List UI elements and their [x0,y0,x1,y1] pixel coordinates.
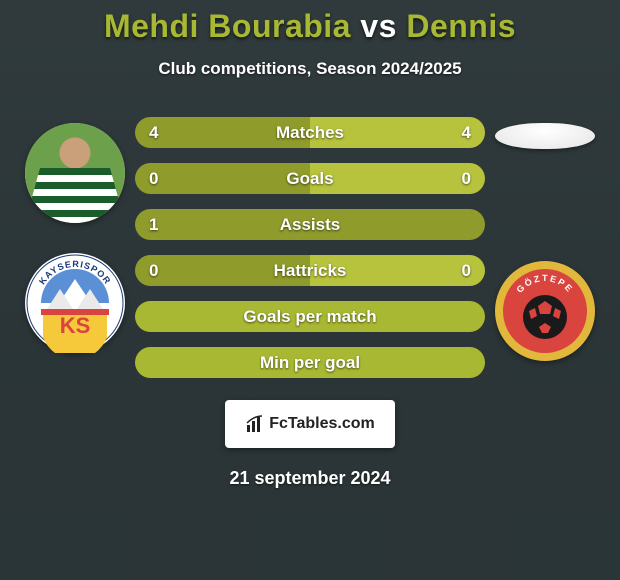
stat-row: 1 Assists [135,209,485,240]
title-player1: Mehdi Bourabia [104,8,351,44]
stat-value-left: 1 [149,215,158,235]
player1-avatar-art [25,123,125,223]
stat-row: 0 0 Hattricks [135,255,485,286]
stat-label: Goals per match [243,307,376,327]
stat-label: Hattricks [274,261,347,281]
stat-label: Goals [286,169,333,189]
stat-bar-right [310,163,485,194]
player2-club-logo: GÖZTEPE [495,261,595,361]
player1-shirt-stripes [25,168,125,223]
page-title: Mehdi Bourabia vs Dennis [0,0,620,45]
right-column: GÖZTEPE [485,117,605,361]
stat-value-left: 0 [149,261,158,281]
stat-row: Goals per match [135,301,485,332]
stat-bar-left [135,163,310,194]
fctables-badge: FcTables.com [225,400,395,448]
title-player2: Dennis [406,8,516,44]
title-vs: vs [360,8,397,44]
stat-label: Assists [280,215,340,235]
stat-value-left: 4 [149,123,158,143]
stat-bars: 4 4 Matches 0 0 Goals 1 Assists 0 0 Hattricks Goals… [135,117,485,378]
subtitle: Club competitions, Season 2024/2025 [0,59,620,79]
comparison-row: KAYSERISPOR KS 4 4 Matches 0 0 Goals 1 Assists 0… [0,117,620,378]
player2-avatar [495,123,595,149]
fctables-logo-icon [245,414,265,434]
goztepe-logo-icon: GÖZTEPE [495,261,595,361]
date-text: 21 september 2024 [0,468,620,489]
stat-row: Min per goal [135,347,485,378]
stat-row: 4 4 Matches [135,117,485,148]
content-root: Mehdi Bourabia vs Dennis Club competitio… [0,0,620,580]
ks-text: KS [60,313,91,338]
fctables-text: FcTables.com [269,415,375,433]
player1-club-logo: KAYSERISPOR KS [25,253,125,353]
stat-value-right: 4 [462,123,471,143]
stat-row: 0 0 Goals [135,163,485,194]
stat-value-right: 0 [462,169,471,189]
stat-label: Matches [276,123,344,143]
player1-avatar [25,123,125,223]
stat-value-left: 0 [149,169,158,189]
stat-label: Min per goal [260,353,360,373]
kayserispor-logo-icon: KAYSERISPOR KS [25,253,125,353]
left-column: KAYSERISPOR KS [15,117,135,353]
stat-value-right: 0 [462,261,471,281]
